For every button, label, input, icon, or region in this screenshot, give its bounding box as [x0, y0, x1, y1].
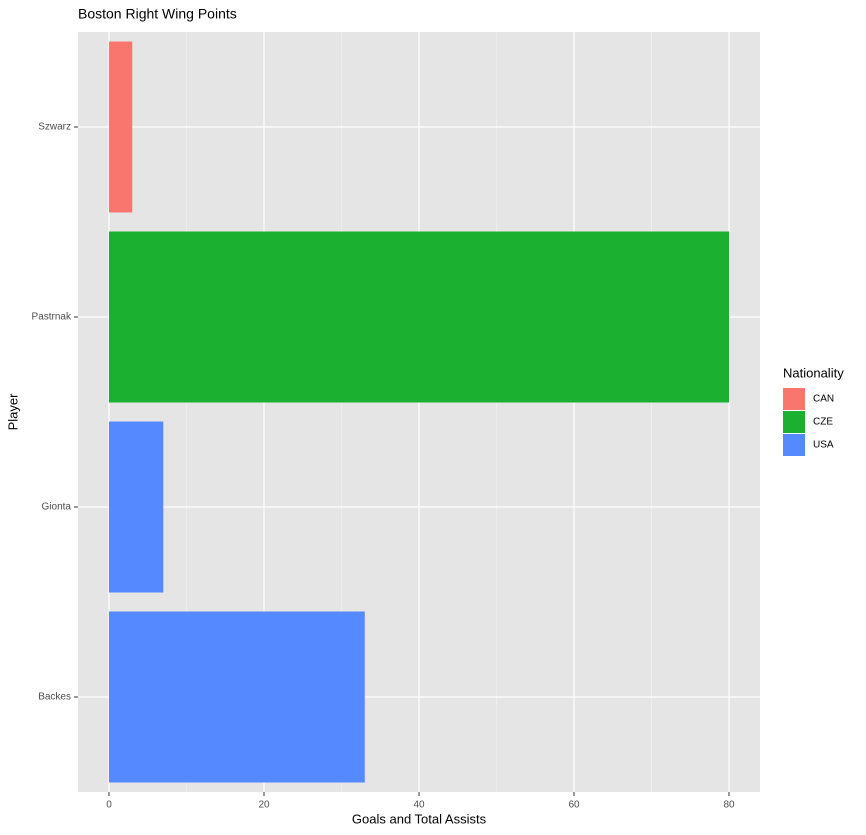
- legend-label: USA: [813, 440, 834, 451]
- legend-title: Nationality: [783, 365, 844, 380]
- y-axis-title: Player: [5, 393, 20, 431]
- bar: [109, 611, 365, 783]
- legend-label: CAN: [813, 394, 834, 405]
- legend-label: CZE: [813, 417, 833, 428]
- y-tick-label: Backes: [38, 692, 71, 703]
- legend-key: [783, 434, 805, 456]
- x-tick-label: 0: [106, 800, 112, 811]
- x-axis-title: Goals and Total Assists: [352, 811, 487, 826]
- x-tick-label: 40: [413, 800, 425, 811]
- bar: [109, 421, 164, 593]
- y-tick-label: Pastrnak: [32, 312, 72, 323]
- grid: [78, 32, 760, 792]
- legend-key: [783, 388, 805, 410]
- y-tick-label: Szwarz: [38, 122, 71, 133]
- bars: [109, 41, 729, 783]
- bar: [109, 231, 729, 403]
- x-tick-label: 80: [723, 800, 735, 811]
- bar: [109, 41, 133, 213]
- x-tick-label: 20: [258, 800, 270, 811]
- y-tick-label: Gionta: [42, 502, 72, 513]
- x-tick-label: 60: [568, 800, 580, 811]
- legend-key: [783, 411, 805, 433]
- chart-title: Boston Right Wing Points: [78, 6, 237, 22]
